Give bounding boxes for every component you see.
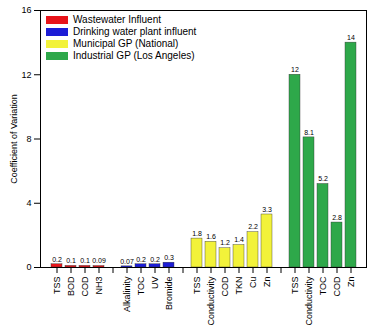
svg-text:0.2: 0.2	[150, 256, 160, 263]
svg-text:Cu: Cu	[248, 277, 258, 289]
svg-text:Zn: Zn	[346, 277, 356, 288]
svg-text:1.8: 1.8	[192, 230, 202, 237]
svg-text:Coefficient of Variation: Coefficient of Variation	[9, 94, 19, 184]
svg-text:TOC: TOC	[136, 276, 146, 295]
svg-text:0.2: 0.2	[136, 256, 146, 263]
svg-text:TSS: TSS	[192, 277, 202, 295]
svg-text:Zn: Zn	[262, 277, 272, 288]
svg-text:1.2: 1.2	[220, 239, 230, 246]
svg-text:2.2: 2.2	[248, 223, 258, 230]
html-text:Wastewater Influent: Wastewater Influent	[73, 14, 161, 25]
svg-text:TKN: TKN	[234, 277, 244, 295]
svg-text:5.2: 5.2	[318, 175, 328, 182]
svg-text:8: 8	[26, 134, 31, 144]
svg-text:0.2: 0.2	[52, 256, 62, 263]
svg-text:COD: COD	[220, 276, 230, 297]
html-text:Municipal GP (National): Municipal GP (National)	[73, 38, 179, 49]
svg-text:14: 14	[347, 34, 355, 41]
svg-text:NH3: NH3	[94, 277, 104, 295]
svg-text:12: 12	[291, 66, 299, 73]
svg-text:0.1: 0.1	[80, 257, 90, 264]
svg-text:0.3: 0.3	[164, 254, 174, 261]
html-text:Drinking water plant influent: Drinking water plant influent	[73, 26, 197, 37]
svg-text:2.8: 2.8	[332, 214, 342, 221]
svg-text:4: 4	[26, 198, 31, 208]
svg-text:0.07: 0.07	[120, 258, 134, 265]
svg-text:COD: COD	[80, 276, 90, 297]
svg-text:BOD: BOD	[66, 276, 76, 296]
svg-text:8.1: 8.1	[304, 129, 314, 136]
svg-text:12: 12	[21, 70, 31, 80]
svg-text:TOC: TOC	[318, 276, 328, 295]
svg-text:1.4: 1.4	[234, 236, 244, 243]
svg-text:1.6: 1.6	[206, 233, 216, 240]
svg-text:0.09: 0.09	[92, 257, 106, 264]
svg-text:0.1: 0.1	[66, 257, 76, 264]
html-text:Industrial GP (Los Angeles): Industrial GP (Los Angeles)	[73, 50, 195, 61]
svg-text:3.3: 3.3	[262, 206, 272, 213]
svg-text:Conductivity: Conductivity	[304, 276, 314, 326]
svg-text:TSS: TSS	[52, 277, 62, 295]
svg-text:16: 16	[21, 5, 31, 15]
svg-text:Conductivity: Conductivity	[206, 276, 216, 326]
svg-text:UV: UV	[150, 277, 160, 290]
svg-text:COD: COD	[332, 276, 342, 297]
svg-text:Bromide: Bromide	[164, 277, 174, 311]
svg-text:Alkalinity: Alkalinity	[122, 276, 132, 312]
svg-text:TSS: TSS	[290, 277, 300, 295]
svg-text:0: 0	[26, 262, 31, 272]
